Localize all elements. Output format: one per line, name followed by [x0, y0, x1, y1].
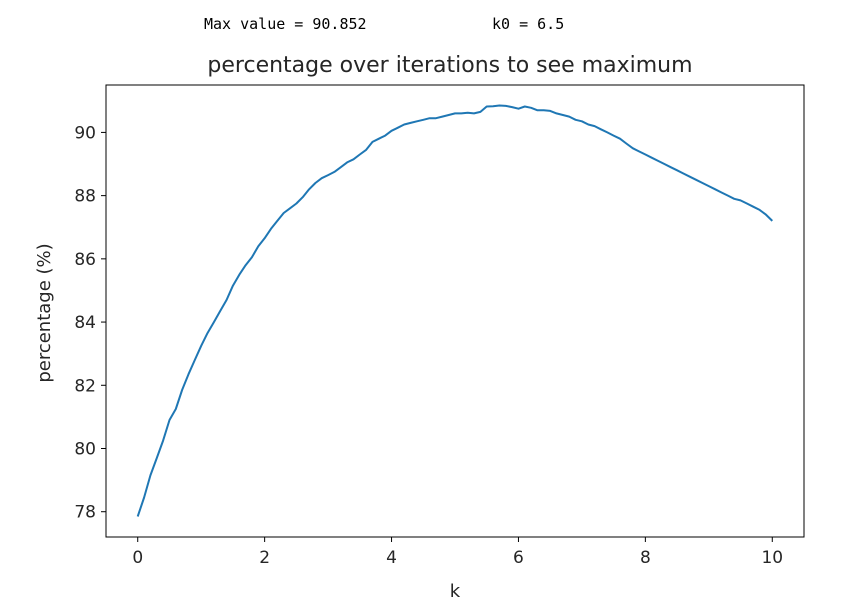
- x-tick-label: 0: [132, 548, 143, 568]
- y-tick-label: 88: [74, 187, 96, 207]
- y-tick-label: 80: [74, 439, 96, 459]
- series-line: [136, 104, 774, 517]
- x-tick-label: 10: [761, 548, 783, 568]
- y-tick-label: 86: [74, 250, 96, 270]
- x-tick-label: 6: [513, 548, 524, 568]
- y-tick-label: 90: [74, 123, 96, 143]
- x-tick-label: 4: [386, 548, 397, 568]
- chart-title: percentage over iterations to see maximu…: [207, 53, 692, 78]
- y-axis: 78 80 82 84 86 88 90: [74, 123, 106, 523]
- x-tick-label: 8: [640, 548, 651, 568]
- k0-text: k0 = 6.5: [492, 15, 565, 33]
- plot-frame: [105, 84, 805, 538]
- x-tick-label: 2: [259, 548, 270, 568]
- y-tick-label: 78: [74, 503, 96, 523]
- plot-area: [105, 84, 805, 538]
- max-value-text: Max value = 90.852: [204, 15, 367, 33]
- y-tick-label: 82: [74, 376, 96, 396]
- stdout-output: Max value = 90.852 k0 = 6.5: [204, 14, 564, 74]
- y-axis-label: percentage (%): [34, 243, 55, 382]
- x-axis-label: k: [450, 581, 461, 602]
- y-tick-label: 84: [74, 313, 96, 333]
- x-axis: 0 2 4 6 8 10: [132, 537, 783, 568]
